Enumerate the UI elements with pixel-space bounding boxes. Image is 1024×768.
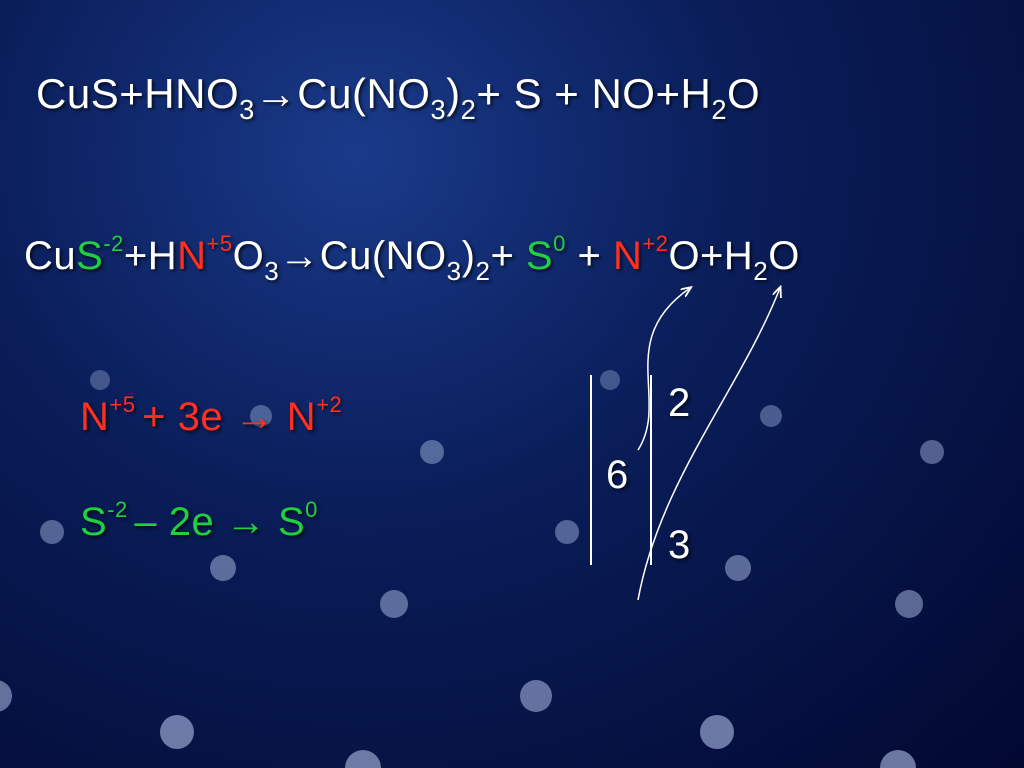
superscript: +2 (316, 392, 342, 417)
term: H (144, 70, 175, 117)
superscript: 0 (305, 497, 318, 522)
balance-coef-bottom: 3 (668, 523, 690, 568)
superscript: +2 (642, 231, 668, 256)
electron-balance-block: N+5 + 3e → N+2 S-2 – 2e → S0 6 2 3 (80, 395, 994, 545)
term: S (278, 500, 305, 544)
term: S (80, 500, 107, 544)
subscript: 2 (711, 94, 727, 125)
background-dot (380, 590, 408, 618)
subscript: 3 (447, 256, 462, 286)
term: → (279, 234, 320, 278)
term: + (119, 70, 144, 117)
superscript: 0 (553, 231, 566, 256)
background-dot (880, 750, 916, 768)
balance-divider-1 (590, 375, 592, 565)
balance-coef-top: 2 (668, 381, 690, 426)
background-dot (700, 715, 734, 749)
term: S (514, 70, 543, 117)
equation-oxidation-states: CuS-2+HN+5O3→Cu(NO3)2+ S0 + N+2O+H2O (24, 234, 994, 285)
subscript: 3 (264, 256, 279, 286)
term: S (76, 234, 103, 278)
term: Cu (36, 70, 91, 117)
background-dot (345, 750, 381, 768)
background-dot (520, 680, 552, 712)
superscript: -2 (107, 497, 134, 522)
term: ) (446, 70, 461, 117)
term: S (526, 234, 553, 278)
equation-main: CuS+HNO3→Cu(NO3)2+ S + NO+H2O (36, 70, 994, 124)
term: + (542, 70, 591, 117)
term: ) (462, 234, 476, 278)
term: + (566, 234, 613, 278)
term: N (591, 70, 622, 117)
term: + 3e → (142, 395, 287, 439)
term: O (768, 234, 800, 278)
term: N (177, 234, 206, 278)
subscript: 3 (430, 94, 446, 125)
term: O+H (668, 234, 753, 278)
term: Cu (24, 234, 76, 278)
term: O (206, 70, 239, 117)
term: → (255, 70, 298, 117)
term: H (681, 70, 712, 117)
term: Cu(NO (297, 70, 430, 117)
term: Cu(NO (320, 234, 447, 278)
term: O (622, 70, 655, 117)
term: O (727, 70, 760, 117)
subscript: 2 (753, 256, 768, 286)
term: S (91, 70, 120, 117)
balance-divider-2 (650, 375, 652, 565)
subscript: 3 (239, 94, 255, 125)
subscript: 2 (475, 256, 490, 286)
term: + (124, 234, 148, 278)
term: + (490, 234, 525, 278)
term: O (233, 234, 265, 278)
half-reaction-oxidation: S-2 – 2e → S0 (80, 500, 994, 545)
term: – 2e → (134, 500, 278, 544)
subscript: 2 (461, 94, 477, 125)
superscript: +5 (207, 231, 233, 256)
background-dot (895, 590, 923, 618)
background-dot (0, 680, 12, 712)
term: N (175, 70, 206, 117)
term: H (148, 234, 177, 278)
half-reaction-reduction: N+5 + 3e → N+2 (80, 395, 994, 440)
term: + (476, 70, 513, 117)
background-dot (160, 715, 194, 749)
term: + (655, 70, 680, 117)
term: N (287, 395, 316, 439)
superscript: +5 (109, 392, 142, 417)
slide-content: CuS+HNO3→Cu(NO3)2+ S + NO+H2O CuS-2+HN+5… (0, 0, 1024, 575)
term: N (80, 395, 109, 439)
balance-lcm: 6 (606, 453, 628, 498)
term: N (613, 234, 642, 278)
superscript: -2 (103, 231, 124, 256)
